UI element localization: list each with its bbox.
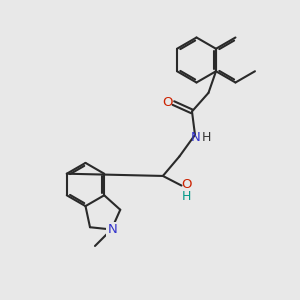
- Text: H: H: [182, 190, 192, 203]
- Text: N: N: [108, 223, 118, 236]
- Text: O: O: [182, 178, 192, 191]
- Text: H: H: [202, 131, 211, 144]
- Text: N: N: [190, 131, 200, 144]
- Text: O: O: [163, 96, 173, 109]
